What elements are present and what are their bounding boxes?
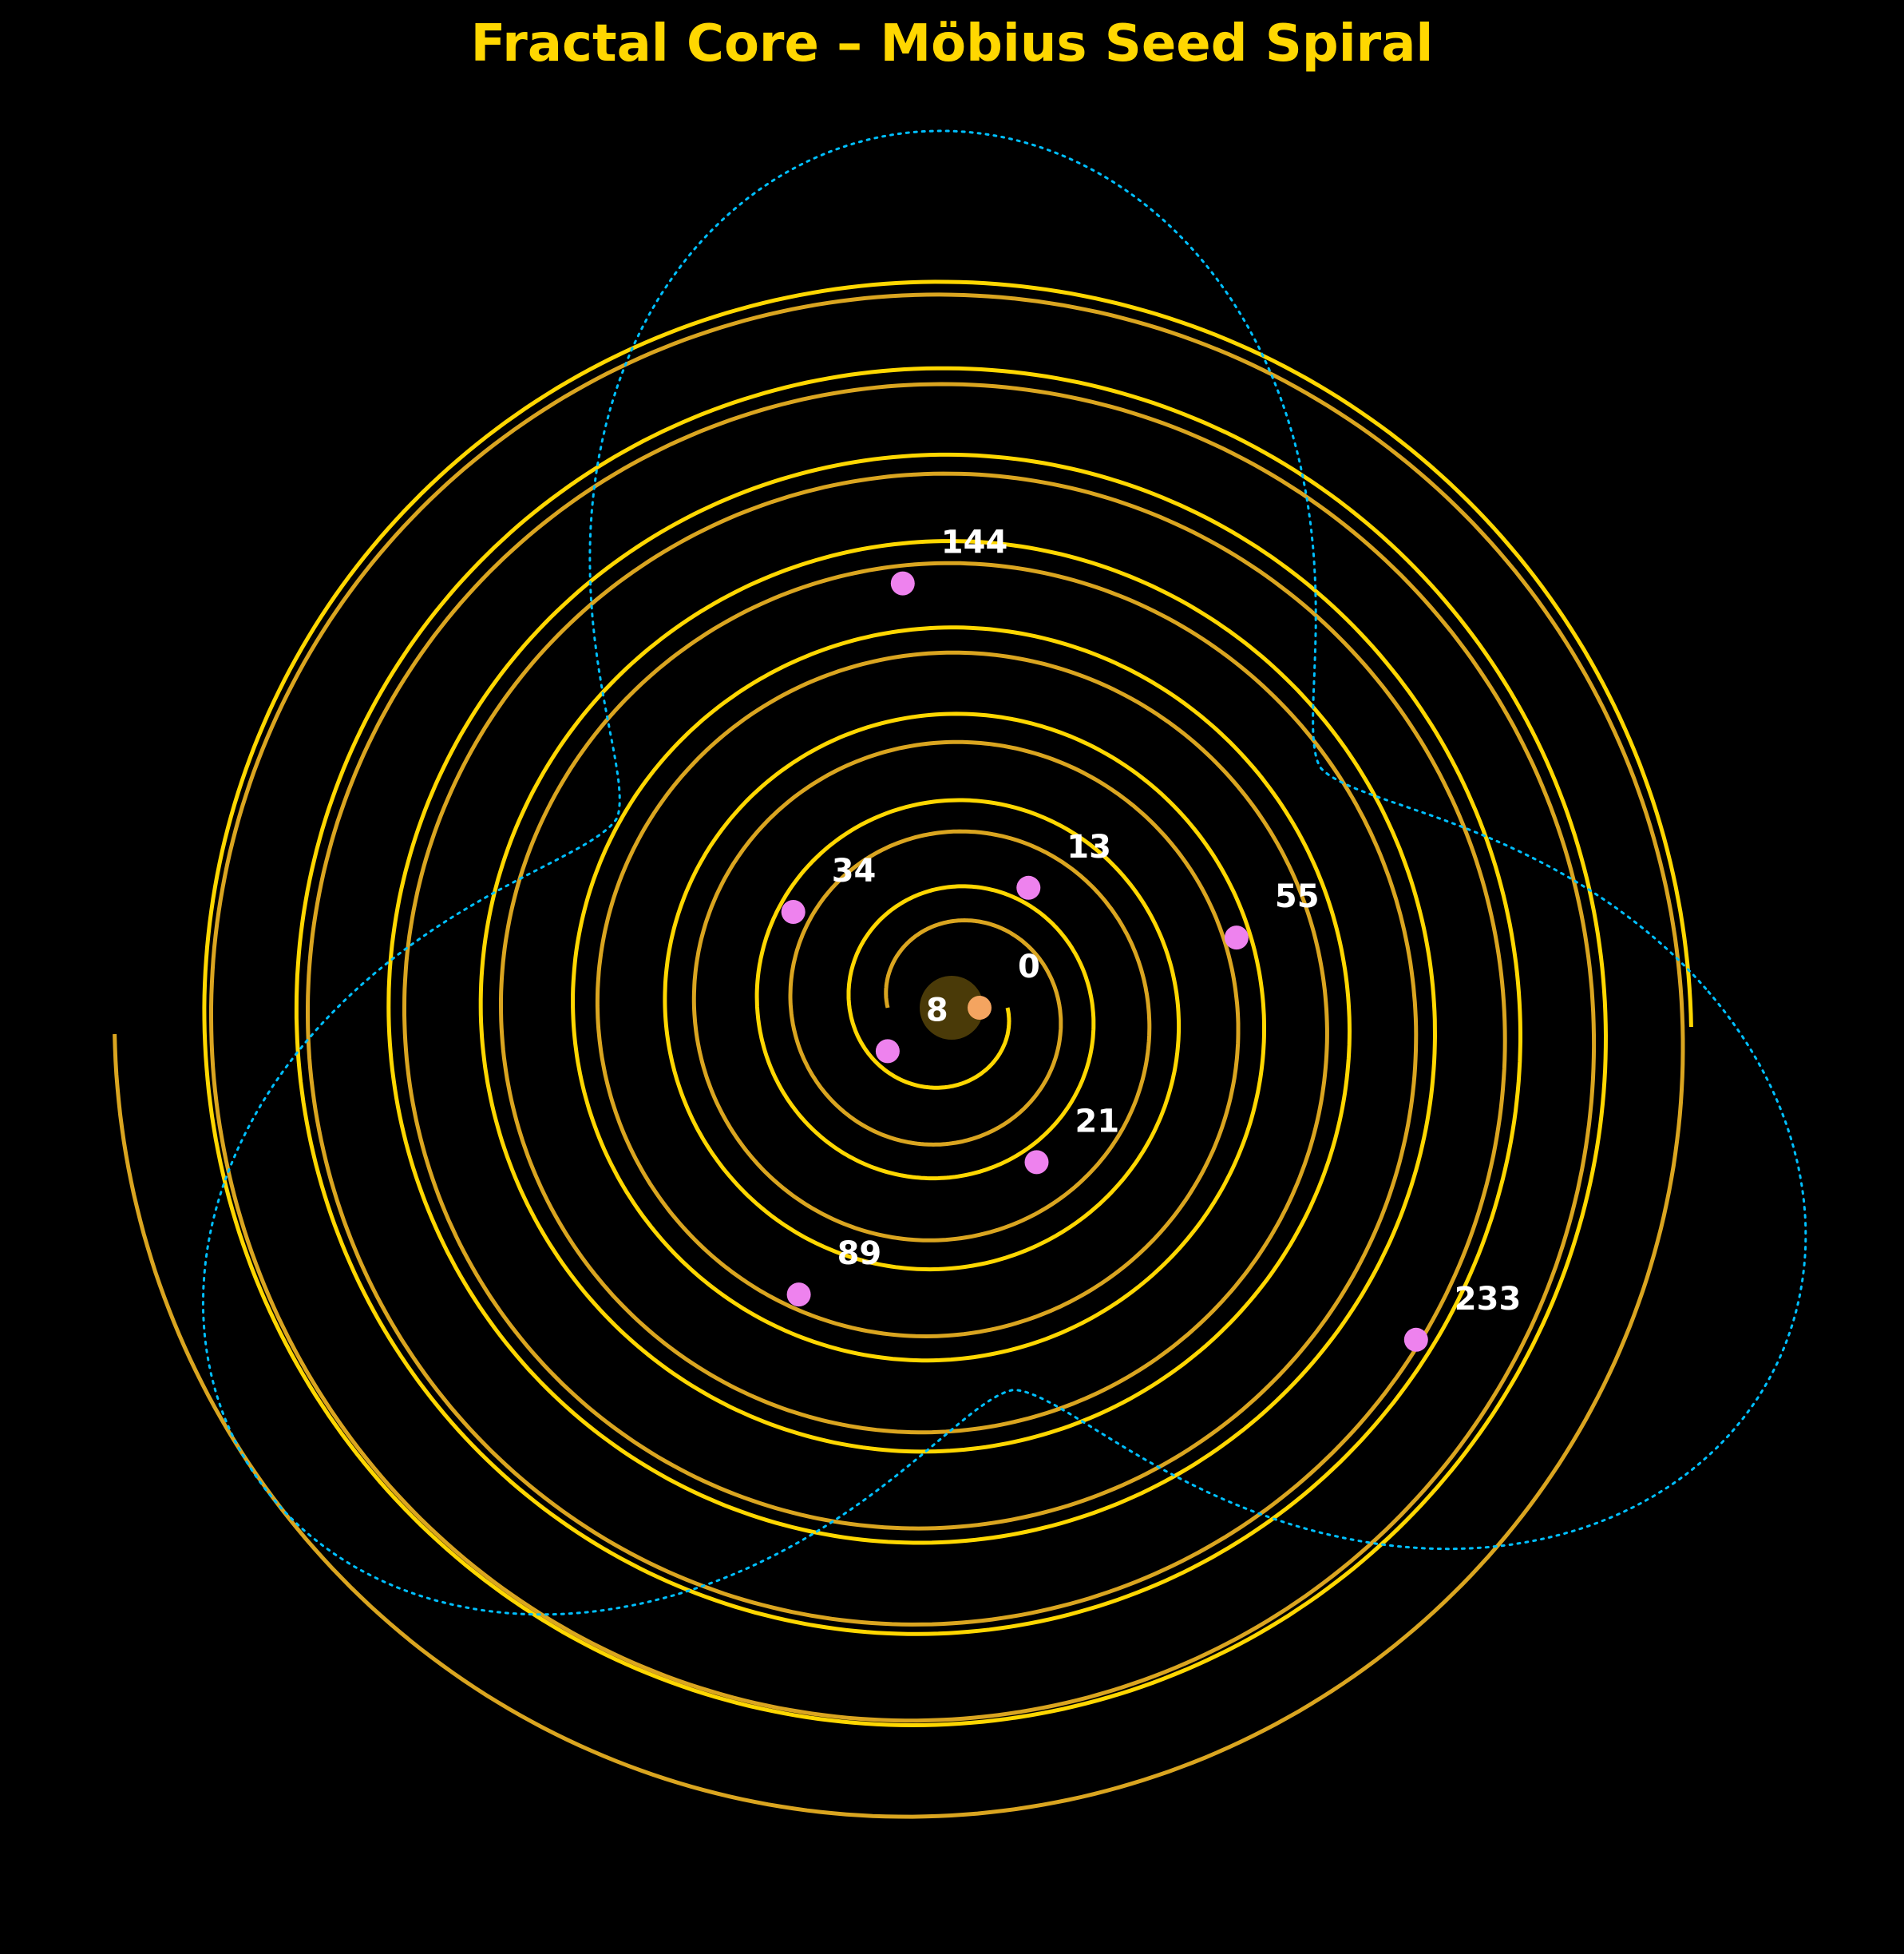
seed-point-34 [781, 900, 806, 924]
seed-label-144: 144 [941, 525, 1008, 561]
seed-point-0 [968, 996, 992, 1020]
seed-label-8: 8 [926, 992, 948, 1029]
seed-label-233: 233 [1455, 1281, 1522, 1318]
seed-point-55 [1224, 925, 1249, 950]
seed-point-89 [786, 1282, 811, 1307]
seed-point-8 [875, 1039, 900, 1064]
seed-point-233 [1403, 1327, 1428, 1352]
seed-label-21: 21 [1075, 1103, 1120, 1140]
spiral-arms [113, 279, 1693, 1819]
mobius-rosette-line [201, 129, 1807, 1616]
seed-label-89: 89 [837, 1235, 882, 1272]
core-disc [920, 976, 984, 1040]
seed-point-21 [1024, 1150, 1049, 1175]
seed-label-34: 34 [832, 853, 877, 890]
seed-point-13 [1016, 875, 1041, 900]
mobius-curve [201, 129, 1807, 1616]
spiral-arm-1 [202, 279, 1693, 1728]
chart-title: Fractal Core – Möbius Seed Spiral [470, 14, 1434, 73]
seed-labels: 0 8 13 21 34 55 89 144 233 [832, 525, 1522, 1318]
spiral-arm-2 [113, 292, 1685, 1819]
core [920, 976, 984, 1040]
seed-points [781, 571, 1428, 1352]
seed-label-0: 0 [1018, 949, 1040, 985]
seed-label-55: 55 [1275, 878, 1320, 915]
seed-point-144 [890, 571, 915, 596]
seed-label-13: 13 [1067, 829, 1111, 866]
